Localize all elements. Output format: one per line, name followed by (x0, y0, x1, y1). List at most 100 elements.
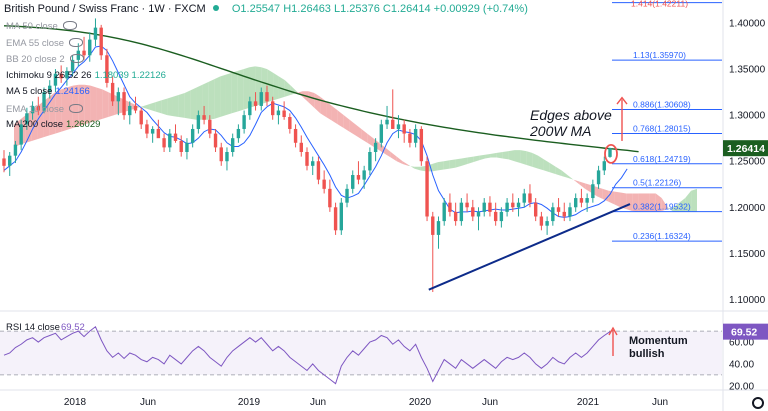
candle-body (253, 101, 258, 106)
up-arrow-head-icon (616, 96, 628, 105)
candle-body (185, 142, 189, 152)
ichimoku-cloud-segment (178, 93, 185, 118)
ichimoku-cloud-segment (202, 81, 209, 120)
ichimoku-cloud-segment (479, 154, 486, 161)
candle-body (248, 101, 252, 116)
candle-body (145, 124, 149, 134)
rsi-value-badge (723, 323, 768, 340)
indicator-legend-item[interactable]: MA 5 close 1.24166 (6, 86, 90, 97)
ichimoku-cloud-segment (402, 161, 409, 166)
ichimoku-cloud-segment (355, 124, 362, 140)
ichimoku-cloud-segment (408, 164, 415, 169)
fib-level-label: 0.5(1.22126) (633, 178, 681, 188)
ichimoku-cloud-segment (526, 151, 533, 167)
ichimoku-cloud-segment (314, 93, 321, 114)
candle-body (99, 27, 103, 56)
candle-body (133, 105, 138, 111)
candle-body (373, 142, 378, 152)
time-axis-tick-label: 2020 (409, 397, 432, 408)
price-axis-tick-label: 1.30000 (729, 111, 766, 122)
candle-body (150, 128, 155, 134)
indicator-legend-item[interactable]: Ichimoku 9 26 52 26 1.18039 1.22126 (6, 70, 166, 81)
ichimoku-cloud-segment (638, 193, 645, 212)
candle-body (93, 27, 98, 40)
ichimoku-cloud-segment (102, 89, 109, 119)
ma5-line (3, 45, 628, 218)
candle-body (173, 133, 178, 141)
candle-body (179, 140, 183, 152)
last-price-badge (723, 140, 768, 157)
candle-body (471, 207, 475, 217)
indicator-legend-item[interactable]: EMA 55 close (6, 37, 84, 49)
ichimoku-cloud-segment (326, 101, 332, 121)
candle-body (465, 202, 469, 208)
candle-body (122, 92, 126, 116)
ichimoku-cloud-segment (278, 76, 285, 99)
candle-body (70, 59, 75, 71)
ichimoku-cloud-segment (626, 193, 633, 211)
ichimoku-cloud-segment (602, 188, 609, 202)
time-axis-tick-label: 2018 (64, 397, 87, 408)
indicator-legend-item[interactable]: EMA 10 close (6, 103, 84, 115)
ichimoku-cloud-segment (72, 84, 79, 129)
candle-body (596, 170, 601, 185)
ichimoku-cloud-segment (538, 155, 544, 171)
candle-body (202, 115, 206, 120)
ichimoku-cloud-segment (143, 104, 150, 110)
fib-level-label: 0.768(1.28015) (633, 123, 691, 133)
symbol-title[interactable]: British Pound / Swiss Franc · 1W · FXCM (4, 3, 206, 15)
candle-body (13, 144, 18, 156)
candle-body (259, 92, 263, 106)
indicator-legend-item[interactable]: BB 20 close 2 (6, 53, 84, 65)
gear-icon[interactable] (752, 397, 764, 409)
candle-body (219, 147, 223, 162)
ichimoku-cloud-segment (644, 193, 650, 212)
rsi-value-label: 69.52 (61, 322, 85, 333)
hidden-eye-icon[interactable] (69, 103, 84, 113)
candle-body (213, 133, 218, 148)
candle-body (162, 138, 166, 148)
ichimoku-cloud-segment (567, 175, 574, 180)
candle-body (282, 110, 286, 117)
ichimoku-cloud-segment (96, 87, 103, 121)
fib-level-label: 0.886(1.30608) (633, 100, 691, 110)
candle-body (190, 128, 195, 143)
indicator-legend-item[interactable]: MA 200 close 1.26029 (6, 119, 100, 130)
hidden-eye-icon[interactable] (69, 54, 84, 63)
ichimoku-cloud-segment (685, 190, 692, 212)
ichimoku-cloud-segment (237, 69, 244, 112)
ichimoku-cloud-segment (390, 152, 397, 162)
ichimoku-cloud-segment (496, 152, 503, 159)
ichimoku-cloud-segment (473, 155, 480, 163)
candle-body (351, 175, 355, 189)
candle-body (505, 202, 509, 212)
candle-body (316, 161, 321, 180)
ichimoku-cloud-segment (184, 90, 191, 119)
candle-body (36, 105, 41, 111)
ichimoku-cloud-segment (691, 188, 697, 212)
ichimoku-cloud-segment (661, 198, 668, 211)
candle-body (30, 105, 35, 114)
candle-body (419, 128, 424, 162)
ichimoku-cloud-segment (361, 128, 368, 143)
annotation-edges-line2: 200W MA (529, 123, 591, 139)
candle-body (533, 202, 538, 217)
time-axis-tick-label: Jun (140, 397, 156, 408)
ichimoku-cloud-segment (84, 84, 91, 125)
rsi-axis-tick-label: 40.00 (729, 359, 754, 370)
candle-body (48, 85, 52, 93)
indicator-value: 1.26029 (66, 119, 101, 130)
ichimoku-cloud-segment (14, 119, 20, 148)
indicator-legend-item[interactable]: MA 50 close (6, 20, 77, 32)
hidden-eye-icon[interactable] (69, 37, 84, 47)
ichimoku-cloud-segment (208, 79, 215, 120)
candle-body (562, 211, 566, 217)
candle-body (522, 193, 526, 203)
hidden-eye-icon[interactable] (62, 21, 77, 30)
candle-body (493, 211, 498, 222)
ichimoku-cloud-segment (308, 91, 315, 108)
ichimoku-cloud-segment (620, 192, 627, 210)
ichimoku-cloud-segment (649, 193, 656, 212)
candle-body (242, 115, 246, 129)
